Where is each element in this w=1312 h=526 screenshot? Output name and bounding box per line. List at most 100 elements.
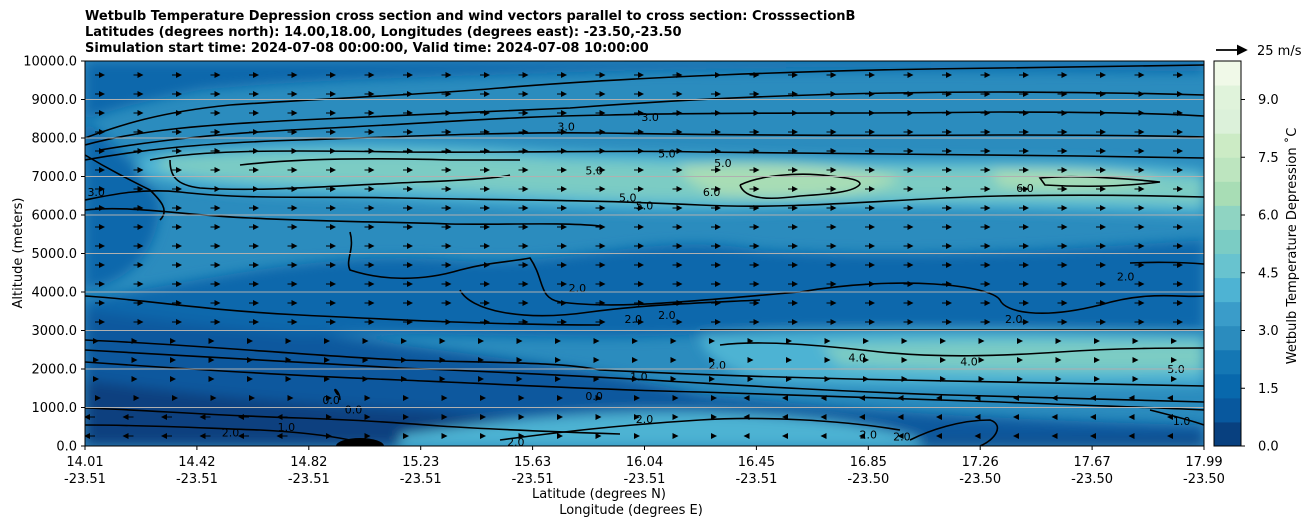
contour-label: 2.0 <box>569 282 587 295</box>
x-axis-label-longitude: Longitude (degrees E) <box>559 503 703 518</box>
colorbar-tick-label: 3.0 <box>1258 324 1279 339</box>
contour-line <box>347 231 1204 314</box>
contour-label: 2.0 <box>222 427 240 440</box>
x-tick-label-longitude: -23.50 <box>1183 472 1225 487</box>
colorbar-segment <box>1214 181 1241 206</box>
contour-label: 0.0 <box>345 403 363 416</box>
y-axis: 0.0 1000.0 2000.0 3000.0 4000.0 5000.0 6000.0 7… <box>23 55 85 455</box>
fill-lowerright-teal <box>820 340 1204 372</box>
x-tick-label-latitude: 16.45 <box>738 455 775 470</box>
contour-label: 2.0 <box>708 359 726 372</box>
contour-label: 0.0 <box>322 394 340 407</box>
y-tick-label: 1000.0 <box>32 401 78 416</box>
y-tick-label: 10000.0 <box>23 55 77 70</box>
x-axis-label-latitude: Latitude (degrees N) <box>532 487 666 502</box>
wind-vectors <box>85 72 1183 439</box>
x-tick-label-longitude: -23.51 <box>624 472 666 487</box>
colorbar-segment <box>1214 349 1241 375</box>
fill-upper-green-2 <box>990 169 1160 190</box>
colorbar-segment <box>1214 229 1241 254</box>
contour-line <box>85 295 601 326</box>
colorbar-segment <box>1214 133 1241 158</box>
contour-line <box>85 361 1204 411</box>
fill-upper-green <box>680 163 900 197</box>
x-axis: 14.01 -23.51 14.42 -23.51 14.82 -23.51 15.23 -2… <box>64 446 1225 487</box>
y-tick-label: 6000.0 <box>32 209 78 224</box>
x-tick-label-latitude: 16.85 <box>850 455 887 470</box>
colorbar-frame <box>1213 60 1242 447</box>
colorbar-segment <box>1214 421 1241 447</box>
colorbar-label: Wetbulb Temperature Depression ˚C <box>1284 128 1300 365</box>
contour-line <box>239 158 520 166</box>
y-tick-label: 4000.0 <box>32 286 78 301</box>
contour-label: 4.0 <box>848 351 866 364</box>
contour-line <box>719 342 1204 357</box>
contour-label: 5.0 <box>619 192 637 205</box>
contour-label: 2.0 <box>625 313 643 326</box>
contour-label: 6.0 <box>703 186 721 199</box>
y-tick-label: 0.0 <box>56 440 77 455</box>
contour-label: 5.0 <box>658 147 676 160</box>
contour-label: 2.0 <box>658 309 676 322</box>
contour-line <box>459 289 761 317</box>
colorbar-segment <box>1214 253 1241 279</box>
fill-upper-teal <box>160 152 1204 205</box>
y-gridlines <box>85 99 1204 408</box>
x-tick-label-latitude: 14.82 <box>290 455 327 470</box>
contour-label: 2.0 <box>636 413 654 426</box>
contour-label: 2.0 <box>860 428 878 441</box>
contour-line <box>85 349 1204 403</box>
x-tick-label-longitude: -23.50 <box>959 472 1001 487</box>
colorbar-segment <box>1214 325 1241 351</box>
contour-label: 5.0 <box>714 157 732 170</box>
x-tick-label-longitude: -23.51 <box>176 472 218 487</box>
colorbar-segment <box>1214 301 1241 327</box>
y-axis-label: Altitude (meters) <box>11 198 26 309</box>
contour-line <box>85 64 1204 139</box>
contour-line <box>85 407 621 435</box>
x-tick-label-latitude: 14.01 <box>66 455 103 470</box>
contour-line <box>85 132 1204 161</box>
contour-line <box>909 419 999 446</box>
colorbar-tick-label: 6.0 <box>1258 209 1279 224</box>
wind-key-label: 25 m/s <box>1257 44 1302 59</box>
contour-lines <box>85 64 1204 446</box>
contour-label: 1.0 <box>630 371 648 384</box>
contour-line <box>334 388 341 401</box>
contour-line <box>499 417 901 441</box>
contour-label: 3.0 <box>641 111 659 124</box>
contour-line <box>85 207 601 227</box>
x-tick-label-longitude: -23.51 <box>400 472 442 487</box>
x-tick-label-latitude: 15.23 <box>402 455 439 470</box>
y-tick-label: 3000.0 <box>32 324 78 339</box>
x-tick-label-longitude: -23.51 <box>735 472 777 487</box>
colorbar-segment <box>1214 397 1241 423</box>
contour-line <box>85 190 1204 208</box>
colorbar-tick-label: 9.0 <box>1258 93 1279 108</box>
wind-key: 25 m/s <box>1216 44 1302 59</box>
x-tick-label-longitude: -23.51 <box>288 472 330 487</box>
chart-title-line-1: Wetbulb Temperature Depression cross sec… <box>85 9 856 24</box>
x-tick-label-longitude: -23.51 <box>512 472 554 487</box>
contour-line <box>1149 409 1204 426</box>
y-tick-label: 7000.0 <box>32 170 78 185</box>
contour-line <box>739 173 861 200</box>
contour-label: 3.0 <box>87 186 105 199</box>
x-tick-label-latitude: 15.63 <box>514 455 551 470</box>
contour-line <box>85 154 165 221</box>
fill-darkest-lowlevel <box>85 380 1204 446</box>
contour-label: 5.0 <box>636 199 654 212</box>
x-tick-label-longitude: -23.50 <box>1071 472 1113 487</box>
contour-label: 5.0 <box>585 165 603 178</box>
x-tick-label-longitude: -23.50 <box>847 472 889 487</box>
fill-bottom-patch <box>400 411 920 446</box>
colorbar-segment <box>1214 205 1241 230</box>
x-tick-label-latitude: 16.04 <box>626 455 663 470</box>
contour-line <box>1129 261 1204 265</box>
x-tick-label-latitude: 17.99 <box>1185 455 1222 470</box>
colorbar-segment <box>1214 157 1241 182</box>
x-tick-label-longitude: -23.51 <box>64 472 106 487</box>
contour-label: 2.0 <box>893 430 911 443</box>
plot-area: 3.03.05.05.05.05.05.06.0 6.03.02.02.0 2.0 2… <box>85 61 1204 446</box>
